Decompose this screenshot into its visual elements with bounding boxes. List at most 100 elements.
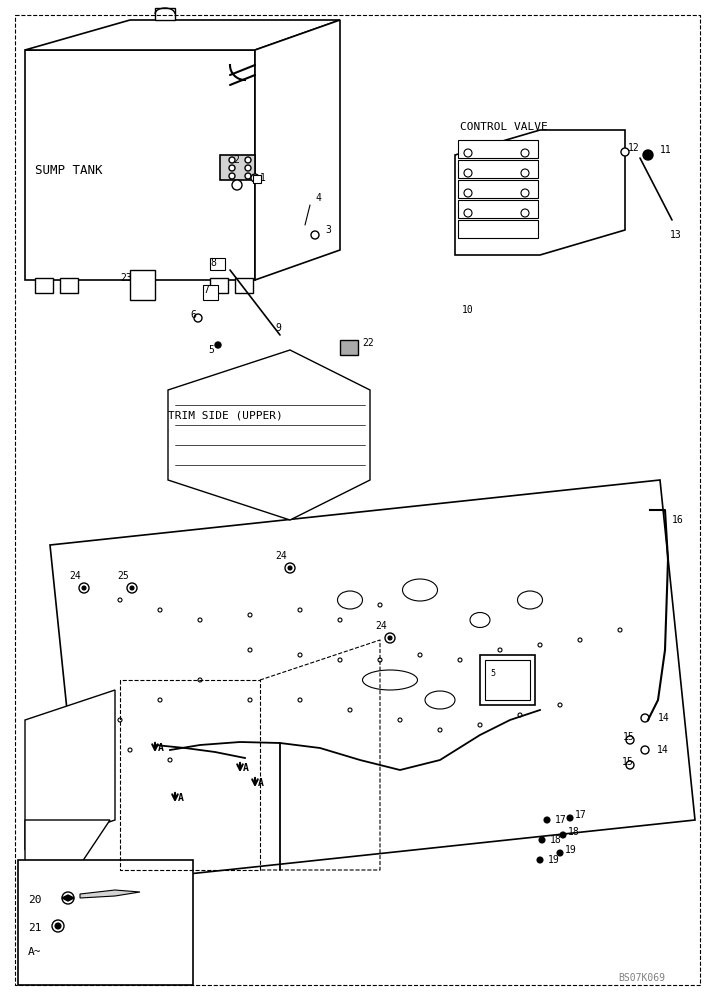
Text: 18: 18 [550, 835, 562, 845]
Circle shape [248, 698, 252, 702]
Bar [485, 660, 530, 700]
Circle shape [248, 648, 252, 652]
Text: 17: 17 [575, 810, 587, 820]
Text: 13: 13 [670, 230, 682, 240]
Circle shape [229, 173, 235, 179]
Bar [18, 860, 193, 985]
Text: 4: 4 [315, 193, 321, 203]
Bar [458, 180, 538, 198]
Circle shape [229, 165, 235, 171]
Circle shape [648, 505, 658, 515]
Circle shape [82, 586, 86, 590]
Ellipse shape [362, 670, 418, 690]
Bar [458, 140, 538, 158]
Circle shape [298, 608, 302, 612]
Text: 17: 17 [555, 815, 567, 825]
Polygon shape [25, 820, 110, 895]
Text: SUMP TANK: SUMP TANK [35, 163, 102, 176]
Ellipse shape [425, 691, 455, 709]
Circle shape [158, 698, 162, 702]
Circle shape [438, 728, 442, 732]
Circle shape [578, 638, 582, 642]
Text: 12: 12 [628, 143, 640, 153]
Text: 15: 15 [622, 757, 634, 767]
Polygon shape [455, 130, 625, 255]
Circle shape [418, 653, 422, 657]
Circle shape [338, 618, 342, 622]
Circle shape [298, 653, 302, 657]
Text: A: A [258, 778, 264, 788]
Circle shape [168, 758, 172, 762]
Text: BS07K069: BS07K069 [618, 973, 665, 983]
Circle shape [521, 209, 529, 217]
Circle shape [229, 157, 235, 163]
Text: 9: 9 [275, 323, 281, 333]
Text: CONTROL VALVE: CONTROL VALVE [460, 122, 548, 132]
Bar [235, 278, 253, 293]
Polygon shape [25, 690, 115, 850]
Circle shape [251, 174, 259, 182]
Bar [220, 155, 255, 180]
Circle shape [518, 713, 522, 717]
Text: 19: 19 [548, 855, 559, 865]
Text: 19: 19 [565, 845, 577, 855]
Text: 5: 5 [490, 668, 495, 678]
Circle shape [127, 583, 137, 593]
Circle shape [194, 314, 202, 322]
Circle shape [539, 837, 545, 843]
Text: 24: 24 [275, 551, 287, 561]
Circle shape [464, 209, 472, 217]
Bar [480, 655, 535, 705]
Circle shape [560, 832, 566, 838]
Text: A: A [178, 793, 184, 803]
Bar [35, 278, 53, 293]
Circle shape [458, 658, 462, 662]
Circle shape [478, 723, 482, 727]
Circle shape [544, 817, 550, 823]
Circle shape [498, 648, 502, 652]
Text: 6: 6 [190, 310, 196, 320]
Text: 5: 5 [208, 345, 214, 355]
Ellipse shape [518, 591, 542, 609]
Text: 24: 24 [69, 571, 81, 581]
Bar [253, 175, 261, 183]
Polygon shape [80, 890, 140, 898]
Text: 3: 3 [325, 225, 331, 235]
Circle shape [621, 148, 629, 156]
Circle shape [378, 658, 382, 662]
Text: 10: 10 [462, 305, 474, 315]
Circle shape [626, 761, 634, 769]
Bar [458, 200, 538, 218]
Bar [210, 258, 225, 270]
Circle shape [118, 718, 122, 722]
Bar [130, 270, 155, 300]
Circle shape [378, 603, 382, 607]
Circle shape [245, 173, 251, 179]
Circle shape [311, 231, 319, 239]
Circle shape [521, 189, 529, 197]
Text: 16: 16 [672, 515, 684, 525]
Circle shape [557, 850, 563, 856]
Circle shape [118, 598, 122, 602]
Circle shape [338, 658, 342, 662]
Polygon shape [255, 20, 340, 280]
Circle shape [567, 815, 573, 821]
Ellipse shape [338, 591, 362, 609]
Text: A: A [243, 763, 249, 773]
Ellipse shape [470, 612, 490, 628]
Text: 8: 8 [210, 258, 216, 268]
Circle shape [245, 157, 251, 163]
Text: 14: 14 [657, 745, 669, 755]
Polygon shape [168, 350, 370, 520]
Circle shape [298, 698, 302, 702]
Text: 1: 1 [260, 173, 266, 183]
Circle shape [158, 608, 162, 612]
Ellipse shape [402, 579, 438, 601]
Text: 2: 2 [233, 155, 239, 165]
Bar [458, 160, 538, 178]
Polygon shape [155, 8, 175, 20]
Circle shape [643, 150, 653, 160]
Circle shape [62, 892, 74, 904]
Text: 21: 21 [28, 923, 42, 933]
Circle shape [130, 586, 134, 590]
